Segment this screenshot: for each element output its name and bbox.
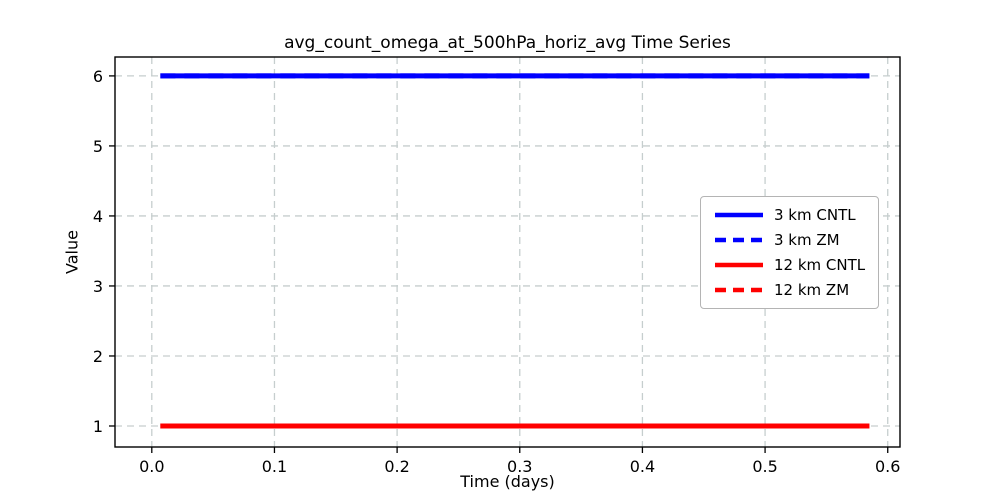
x-tick-label: 0.2 <box>384 457 409 476</box>
axes-frame <box>114 56 901 448</box>
legend-label: 3 km ZM <box>774 231 840 249</box>
x-tick-label: 0.6 <box>875 457 900 476</box>
x-tick-label: 0.1 <box>262 457 287 476</box>
legend-entry: 3 km CNTL <box>714 206 865 224</box>
y-tick-label: 6 <box>93 67 103 86</box>
y-tick-label: 1 <box>93 417 103 436</box>
legend-label: 12 km CNTL <box>774 256 866 274</box>
y-tick-label: 3 <box>93 277 103 296</box>
legend-line-sample <box>715 237 763 243</box>
y-tick-label: 2 <box>93 347 103 366</box>
legend-entry: 12 km ZM <box>714 281 865 299</box>
legend-entry: 3 km ZM <box>714 231 865 249</box>
x-tick-label: 0.5 <box>752 457 777 476</box>
x-tick-label: 0.3 <box>507 457 532 476</box>
legend-line-sample <box>715 212 763 218</box>
y-tick-label: 4 <box>93 207 103 226</box>
y-tick-label: 5 <box>93 137 103 156</box>
legend-line-sample <box>715 262 763 268</box>
x-tick-label: 0.4 <box>630 457 655 476</box>
chart-title: avg_count_omega_at_500hPa_horiz_avg Time… <box>284 33 731 53</box>
legend-label: 3 km CNTL <box>774 206 856 224</box>
legend-label: 12 km ZM <box>774 281 850 299</box>
x-tick-label: 0.0 <box>139 457 164 476</box>
legend-entry: 12 km CNTL <box>714 256 865 274</box>
legend: 3 km CNTL 3 km ZM 12 km CNTL 12 km ZM <box>700 196 880 309</box>
x-axis-label: Time (days) <box>460 472 555 491</box>
legend-line-sample <box>715 287 763 293</box>
